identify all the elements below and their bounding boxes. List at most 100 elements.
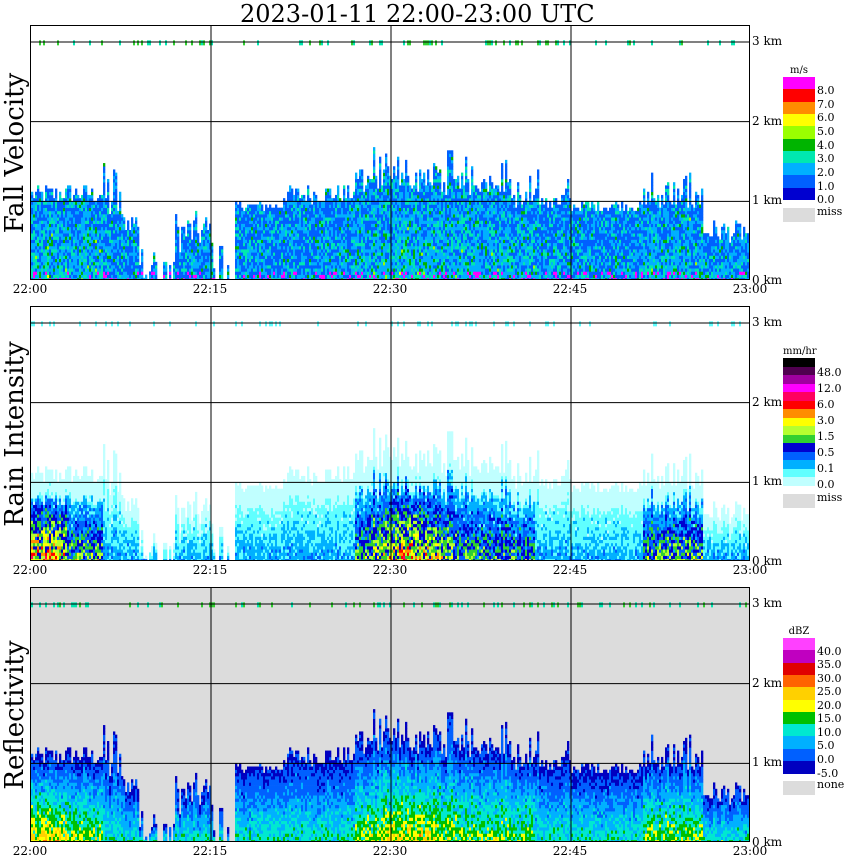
heatmap-cell bbox=[259, 217, 262, 221]
heatmap-cell bbox=[89, 277, 92, 279]
heatmap-cell bbox=[353, 217, 356, 221]
heatmap-cell bbox=[259, 265, 262, 269]
heatmap-cell bbox=[313, 245, 316, 250]
heatmap-cell bbox=[195, 226, 198, 231]
heatmap-cell bbox=[309, 220, 312, 224]
heatmap-cell bbox=[443, 198, 446, 202]
heatmap-cell bbox=[123, 277, 126, 279]
heatmap-cell bbox=[213, 274, 216, 279]
heatmap-cell bbox=[315, 204, 318, 208]
heatmap-cell bbox=[91, 214, 94, 218]
heatmap-cell bbox=[183, 252, 186, 256]
heatmap-cell bbox=[343, 261, 346, 266]
heatmap-cell bbox=[375, 233, 378, 237]
heatmap-cell bbox=[165, 271, 168, 275]
heatmap-cell bbox=[381, 274, 384, 279]
heatmap-cell bbox=[97, 207, 100, 212]
heatmap-cell bbox=[285, 201, 288, 205]
heatmap-cell bbox=[435, 217, 438, 221]
heatmap-cell bbox=[269, 236, 272, 240]
heatmap-cell bbox=[393, 265, 396, 269]
heatmap-cell bbox=[381, 268, 384, 272]
heatmap-cell bbox=[369, 188, 372, 193]
heatmap-cell bbox=[309, 230, 312, 234]
heatmap-cell bbox=[379, 156, 382, 161]
heatmap-cell bbox=[353, 230, 356, 234]
heatmap-cell bbox=[103, 242, 106, 247]
heatmap-cell bbox=[387, 166, 390, 170]
heatmap-cell bbox=[385, 153, 388, 157]
heatmap-cell bbox=[175, 239, 178, 244]
heatmap-cell bbox=[103, 249, 106, 253]
heatmap-cell bbox=[425, 188, 428, 193]
heatmap-cell bbox=[129, 265, 132, 269]
heatmap-cell bbox=[123, 258, 126, 263]
heatmap-cell bbox=[349, 255, 352, 259]
heatmap-cell bbox=[403, 182, 406, 186]
heatmap-cell bbox=[399, 230, 402, 234]
heatmap-cell bbox=[351, 204, 354, 208]
heatmap-cell bbox=[81, 252, 84, 256]
heatmap-cell bbox=[283, 249, 286, 253]
heatmap-cell bbox=[439, 268, 442, 272]
heatmap-cell bbox=[373, 233, 376, 237]
heatmap-cell bbox=[105, 236, 108, 240]
heatmap-cell bbox=[393, 191, 396, 196]
heatmap-cell bbox=[429, 220, 432, 224]
heatmap-cell bbox=[357, 214, 360, 218]
heatmap-cell bbox=[49, 207, 52, 212]
heatmap-cell bbox=[99, 249, 102, 253]
heatmap-cell bbox=[379, 175, 382, 180]
heatmap-cell bbox=[287, 268, 290, 272]
heatmap-cell bbox=[281, 261, 284, 266]
heatmap-cell bbox=[333, 204, 336, 208]
heatmap-cell bbox=[93, 242, 96, 247]
heatmap-cell bbox=[127, 245, 130, 250]
heatmap-cell bbox=[375, 198, 378, 202]
heatmap-cell bbox=[313, 207, 316, 212]
heatmap-cell bbox=[203, 274, 206, 279]
heatmap-cell bbox=[207, 252, 210, 256]
heatmap-cell bbox=[369, 223, 372, 228]
heatmap-cell bbox=[377, 207, 380, 212]
heatmap-cell bbox=[211, 277, 214, 279]
heatmap-cell bbox=[263, 258, 266, 263]
heatmap-cell bbox=[397, 252, 400, 256]
heatmap-cell bbox=[441, 214, 444, 218]
heatmap-cell bbox=[257, 258, 260, 263]
heatmap-cell bbox=[359, 236, 362, 240]
heatmap-cell bbox=[237, 223, 240, 228]
heatmap-cell bbox=[325, 252, 328, 256]
heatmap-cell bbox=[451, 236, 454, 240]
heatmap-cell bbox=[433, 277, 436, 279]
heatmap-cell bbox=[85, 204, 88, 208]
heatmap-cell bbox=[293, 217, 296, 221]
heatmap-cell bbox=[447, 261, 450, 266]
heatmap-cell bbox=[41, 210, 44, 215]
heatmap-cell bbox=[403, 268, 406, 272]
heatmap-cell bbox=[395, 220, 398, 224]
heatmap-cell bbox=[175, 261, 178, 266]
heatmap-cell bbox=[419, 233, 422, 237]
heatmap-cell bbox=[51, 245, 54, 250]
heatmap-cell bbox=[357, 252, 360, 256]
heatmap-cell bbox=[199, 268, 202, 272]
heatmap-cell bbox=[447, 233, 450, 237]
heatmap-cell bbox=[347, 226, 350, 231]
heatmap-cell bbox=[287, 236, 290, 240]
heatmap-cell bbox=[297, 210, 300, 215]
heatmap-cell bbox=[113, 179, 116, 183]
heatmap-cell bbox=[409, 268, 412, 272]
heatmap-cell bbox=[177, 252, 180, 256]
heatmap-cell bbox=[393, 175, 396, 180]
heatmap-cell bbox=[357, 207, 360, 212]
heatmap-cell bbox=[369, 265, 372, 269]
heatmap-cell bbox=[287, 242, 290, 247]
heatmap-cell bbox=[49, 277, 52, 279]
heatmap-cell bbox=[67, 239, 70, 244]
heatmap-cell bbox=[425, 242, 428, 247]
heatmap-cell bbox=[89, 268, 92, 272]
heatmap-cell bbox=[109, 271, 112, 275]
heatmap-cell bbox=[271, 274, 274, 279]
heatmap-cell bbox=[33, 252, 36, 256]
